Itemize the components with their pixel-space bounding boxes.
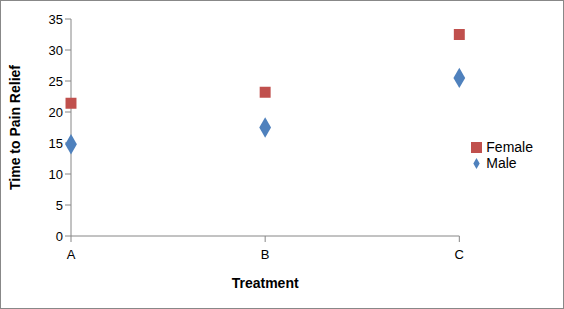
svg-text:A: A: [67, 247, 76, 262]
svg-text:20: 20: [49, 105, 63, 120]
svg-text:0: 0: [56, 229, 63, 244]
html-text:Male: Male: [486, 154, 517, 171]
svg-text:30: 30: [49, 43, 63, 58]
svg-text:C: C: [455, 247, 464, 262]
svg-text:35: 35: [49, 12, 63, 27]
html-text:Female: Female: [486, 138, 533, 155]
svg-text:B: B: [261, 247, 270, 262]
svg-text:10: 10: [49, 167, 63, 182]
svg-text:Time to Pain Relief: Time to Pain Relief: [8, 65, 23, 190]
svg-text:25: 25: [49, 74, 63, 89]
svg-text:5: 5: [56, 198, 63, 213]
svg-text:Treatment: Treatment: [232, 275, 299, 291]
svg-text:15: 15: [49, 136, 63, 151]
